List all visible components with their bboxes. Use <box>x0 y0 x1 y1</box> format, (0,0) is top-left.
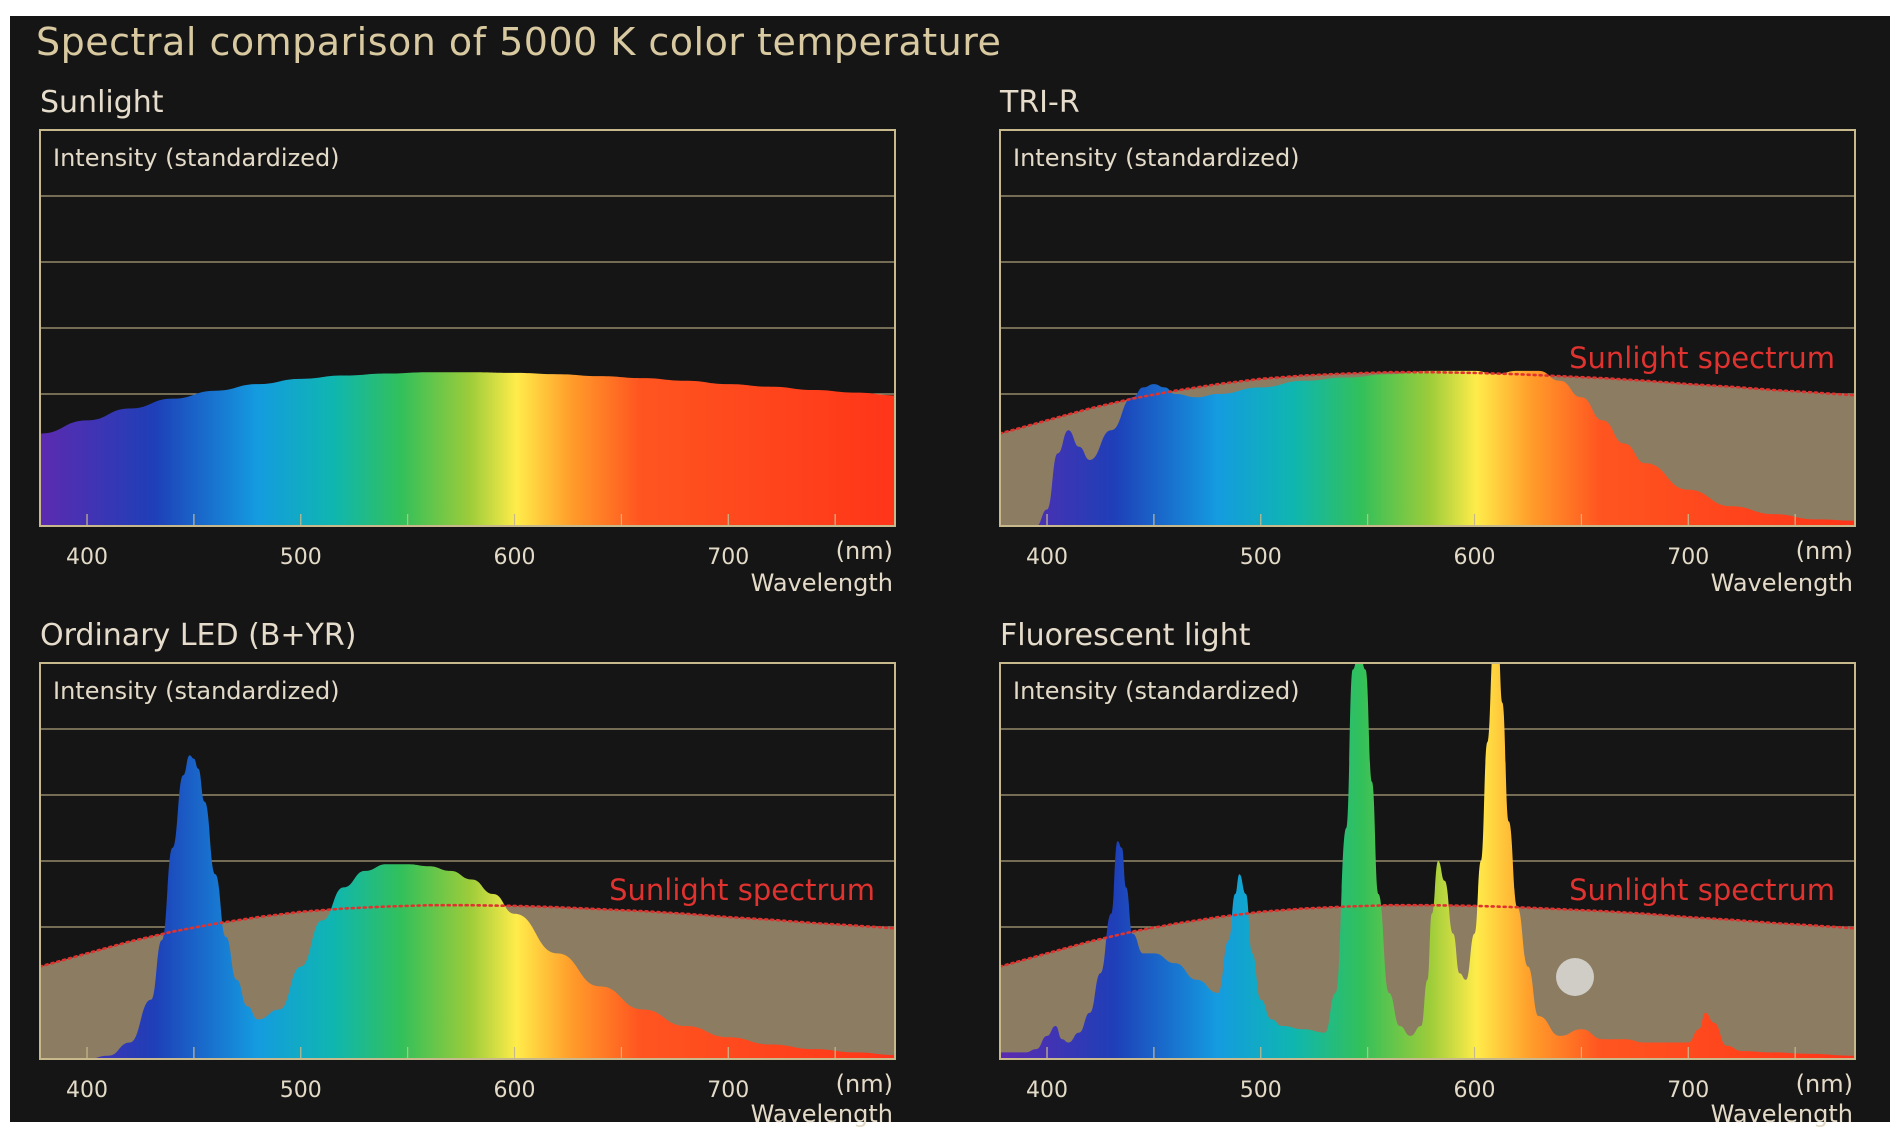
y-axis-label: Intensity (standardized) <box>1013 677 1300 705</box>
plot-frame <box>999 662 1856 1060</box>
panel-title: TRI-R <box>999 85 1080 120</box>
series-group <box>40 755 895 1059</box>
plot-area: 400 500 600 700 <box>39 129 896 570</box>
spectrum-area <box>1000 663 1855 1059</box>
series-group <box>40 372 895 526</box>
x-tick-label: 600 <box>1454 545 1496 570</box>
x-tick-label: 500 <box>1240 1078 1282 1103</box>
x-unit-label: (nm) <box>836 537 893 565</box>
x-tick-label: 700 <box>1667 1078 1709 1103</box>
panel-title: Ordinary LED (B+YR) <box>40 618 356 653</box>
plot-frame <box>999 129 1856 527</box>
x-tick-label: 600 <box>1454 1078 1496 1103</box>
x-tick-label: 400 <box>66 1078 108 1103</box>
panel-sunlight: Sunlight 400 500 600 700 Intensity (standar… <box>39 85 896 597</box>
main-title: Spectral comparison of 5000 K color temp… <box>36 20 1001 64</box>
plot-frame <box>39 662 896 1060</box>
sunlight-dotted-line <box>1000 370 1855 435</box>
spectrum-area <box>1000 370 1855 526</box>
x-tick-label: 400 <box>66 545 108 570</box>
plot-area: 400 500 600 700 <box>39 662 896 1103</box>
highlight-dot <box>1556 958 1594 996</box>
panel-fluorescent: Fluorescent light 400 500 600 700 Intensity… <box>999 618 1856 1128</box>
x-unit-label: (nm) <box>836 1070 893 1098</box>
series-group <box>1000 370 1855 526</box>
x-unit-label: (nm) <box>1796 1070 1853 1098</box>
x-tick-label: 700 <box>707 1078 749 1103</box>
x-axis-label: Wavelength <box>751 569 893 597</box>
x-tick-label: 700 <box>1667 545 1709 570</box>
plot-area: 400 500 600 700 <box>999 662 1856 1103</box>
x-tick-label: 500 <box>280 545 322 570</box>
x-tick-label: 700 <box>707 545 749 570</box>
panel-tri-r: TRI-R 400 500 600 700 Intensity (standardiz… <box>999 85 1856 597</box>
sunlight-spectrum-label: Sunlight spectrum <box>1569 341 1835 375</box>
x-unit-label: (nm) <box>1796 537 1853 565</box>
x-axis-label: Wavelength <box>1711 1100 1853 1128</box>
sunlight-spectrum-label: Sunlight spectrum <box>1569 873 1835 907</box>
x-tick-label: 400 <box>1026 1078 1068 1103</box>
x-tick-label: 500 <box>1240 545 1282 570</box>
panel-title: Fluorescent light <box>1000 618 1251 653</box>
spectrum-area <box>40 372 895 526</box>
plot-area: 400 500 600 700 <box>999 129 1856 570</box>
x-tick-label: 400 <box>1026 545 1068 570</box>
y-axis-label: Intensity (standardized) <box>53 144 340 172</box>
sunlight-spectrum-label: Sunlight spectrum <box>609 873 875 907</box>
sunlight-dotted-line <box>40 903 895 968</box>
panel-ordinary-led: Ordinary LED (B+YR) 400 500 600 700 Intensi… <box>39 618 896 1128</box>
y-axis-label: Intensity (standardized) <box>53 677 340 705</box>
x-axis-label: Wavelength <box>751 1100 893 1128</box>
series-group <box>1000 663 1855 1059</box>
spectrum-area <box>40 755 895 1059</box>
x-tick-label: 600 <box>494 545 536 570</box>
plot-frame <box>39 129 896 527</box>
x-axis-label: Wavelength <box>1711 569 1853 597</box>
x-tick-label: 500 <box>280 1078 322 1103</box>
x-tick-label: 600 <box>494 1078 536 1103</box>
y-axis-label: Intensity (standardized) <box>1013 144 1300 172</box>
sunlight-dotted-line <box>1000 903 1855 968</box>
panel-title: Sunlight <box>40 85 164 120</box>
